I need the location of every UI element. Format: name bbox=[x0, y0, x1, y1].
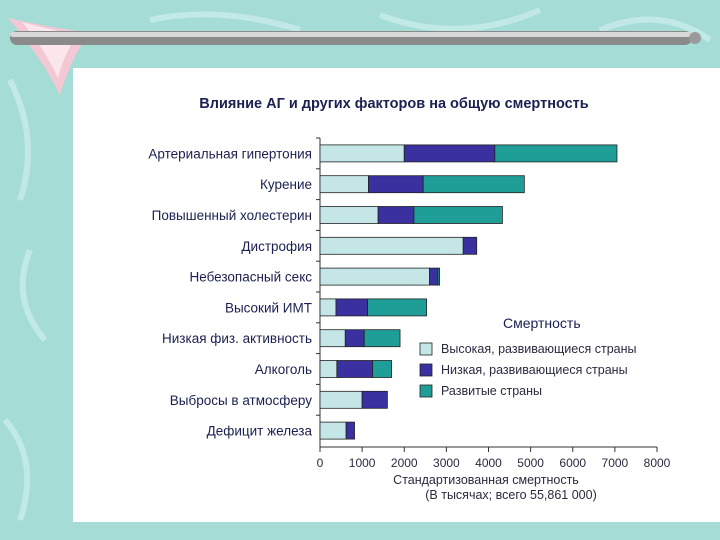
x-tick-label: 1000 bbox=[349, 456, 376, 470]
category-label: Выбросы в атмосферу bbox=[170, 393, 312, 408]
x-tick-label: 4000 bbox=[475, 456, 502, 470]
bar-segment bbox=[413, 206, 503, 224]
bar-segment bbox=[462, 236, 478, 255]
category-label: Алкоголь bbox=[255, 362, 312, 377]
category-label: Повышенный холестерин bbox=[152, 208, 312, 223]
x-axis-subtitle: (В тысячах; всего 55,861 000) bbox=[425, 488, 597, 502]
bar-segment bbox=[437, 267, 441, 286]
category-label: Артериальная гипертония bbox=[148, 146, 312, 161]
bar-segment bbox=[319, 329, 346, 348]
bar-segment bbox=[345, 421, 355, 440]
legend-swatch bbox=[419, 363, 433, 377]
x-axis-title: Стандартизованная смертность bbox=[393, 473, 579, 487]
category-label: Дефицит железа bbox=[207, 424, 313, 439]
bar-segment bbox=[319, 390, 363, 409]
bar-segment bbox=[403, 144, 496, 163]
legend: Смертность Высокая, развивающиеся страны… bbox=[419, 315, 637, 398]
bar-segment bbox=[367, 298, 427, 317]
bar-segment bbox=[319, 144, 405, 163]
bar-segment bbox=[319, 236, 464, 255]
x-tick-label: 2000 bbox=[391, 456, 418, 470]
category-label: Курение bbox=[260, 177, 312, 192]
bar-segment bbox=[319, 267, 430, 286]
bar-segment bbox=[363, 329, 401, 348]
bar-segment bbox=[319, 206, 379, 224]
plot-area: 0 1000 2000 3000 4000 5000 6000 7000 8000 Артериа… bbox=[148, 137, 671, 470]
legend-title: Смертность bbox=[503, 315, 581, 331]
x-tick-label: 8000 bbox=[644, 456, 671, 470]
category-label: Высокий ИМТ bbox=[225, 300, 312, 315]
source-citation: Ezzati et al. Lancet. 2002;360:1347-1360… bbox=[521, 507, 706, 518]
bar-segment bbox=[372, 360, 393, 378]
legend-label: Развитые страны bbox=[441, 384, 542, 398]
x-tick-label: 5000 bbox=[517, 456, 544, 470]
bar-segment bbox=[377, 206, 415, 224]
legend-swatch bbox=[419, 342, 433, 356]
bar-segment bbox=[368, 175, 424, 194]
bar-segment bbox=[429, 267, 439, 286]
bar-segment bbox=[335, 298, 369, 317]
x-tick-label: 7000 bbox=[602, 456, 629, 470]
bar-segment bbox=[344, 329, 365, 348]
bar-segment bbox=[422, 175, 525, 194]
legend-label: Высокая, развивающиеся страны bbox=[441, 342, 637, 356]
x-tick-label: 6000 bbox=[559, 456, 586, 470]
legend-swatch bbox=[419, 384, 433, 398]
bar-segment bbox=[494, 144, 618, 163]
category-label: Небезопасный секс bbox=[189, 270, 312, 285]
legend-label: Низкая, развивающиеся страны bbox=[441, 363, 628, 377]
bar-segment bbox=[319, 360, 338, 378]
bar-segment bbox=[319, 175, 369, 194]
bar-segment bbox=[361, 390, 388, 409]
bar-segment bbox=[336, 360, 374, 378]
chart-title: Влияние АГ и других факторов на общую см… bbox=[199, 96, 588, 112]
x-tick-label: 3000 bbox=[433, 456, 460, 470]
x-tick-label: 0 bbox=[317, 456, 324, 470]
bar-segment bbox=[319, 421, 347, 440]
category-label: Низкая физ. активность bbox=[162, 331, 312, 346]
category-label: Дистрофия bbox=[241, 239, 312, 254]
slide-panel bbox=[73, 68, 720, 522]
bar-segment bbox=[319, 298, 337, 317]
